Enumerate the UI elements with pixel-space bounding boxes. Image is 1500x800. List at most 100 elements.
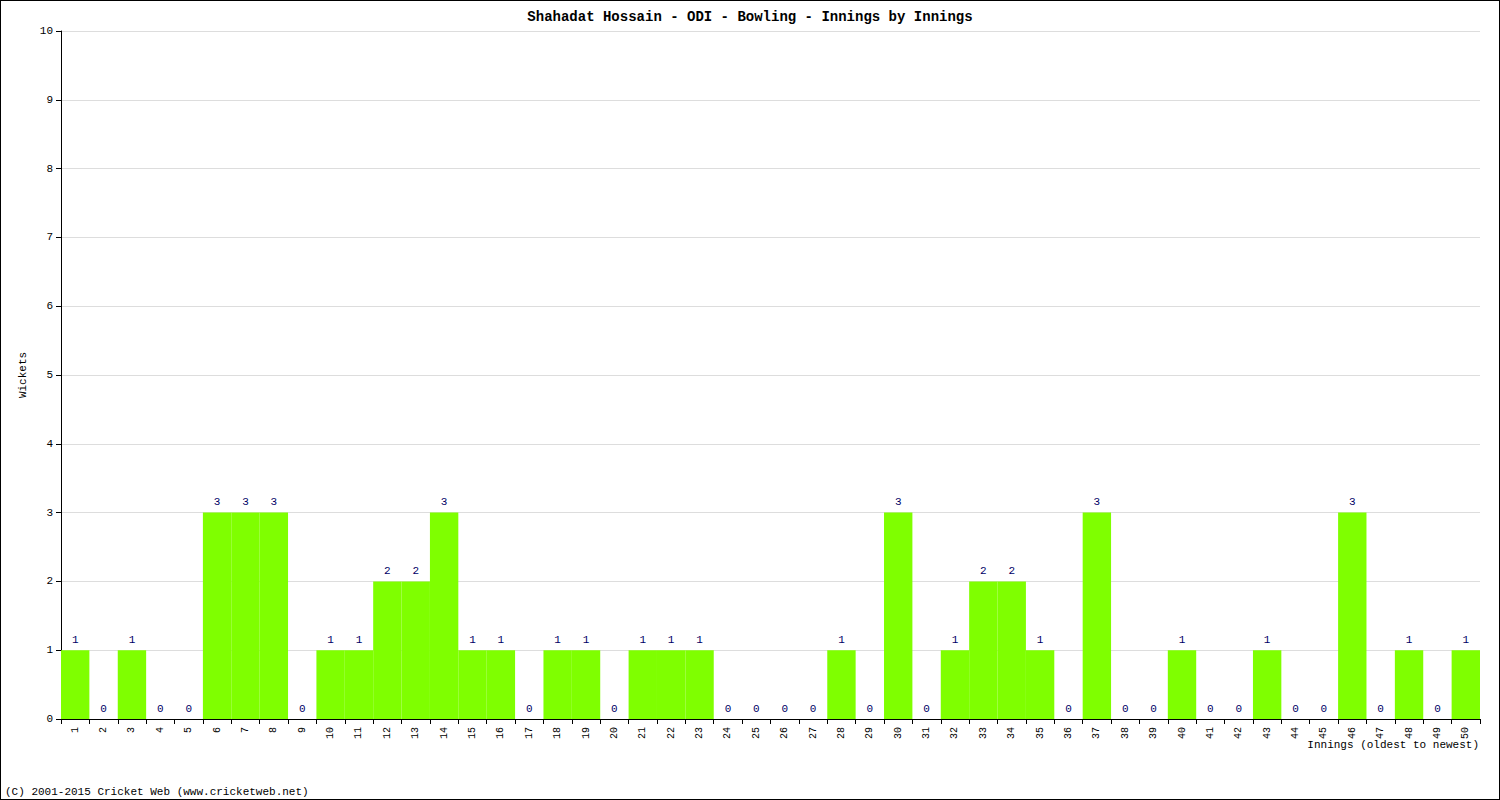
svg-text:1: 1	[356, 634, 363, 646]
svg-text:0: 0	[867, 703, 874, 715]
svg-text:15: 15	[467, 727, 478, 739]
svg-text:25: 25	[751, 727, 762, 739]
svg-text:0: 0	[1065, 703, 1072, 715]
svg-text:13: 13	[410, 727, 421, 739]
svg-text:39: 39	[1148, 727, 1159, 739]
svg-text:21: 21	[637, 727, 648, 739]
svg-text:43: 43	[1262, 727, 1273, 739]
svg-text:22: 22	[666, 727, 677, 739]
svg-text:(C) 2001-2015 Cricket Web (www: (C) 2001-2015 Cricket Web (www.cricketwe…	[5, 786, 309, 798]
svg-text:26: 26	[779, 727, 790, 739]
svg-text:1: 1	[838, 634, 845, 646]
svg-text:6: 6	[212, 727, 223, 733]
svg-text:8: 8	[268, 727, 279, 733]
svg-text:0: 0	[1150, 703, 1157, 715]
svg-text:49: 49	[1432, 727, 1443, 739]
svg-text:50: 50	[1460, 727, 1471, 739]
svg-text:48: 48	[1404, 727, 1415, 739]
svg-text:28: 28	[836, 727, 847, 739]
svg-text:12: 12	[382, 727, 393, 739]
svg-text:5: 5	[46, 369, 53, 381]
svg-text:1: 1	[46, 644, 53, 656]
svg-text:0: 0	[157, 703, 164, 715]
svg-text:2: 2	[98, 727, 109, 733]
svg-text:2: 2	[1008, 565, 1015, 577]
svg-text:1: 1	[696, 634, 703, 646]
svg-text:7: 7	[46, 231, 53, 243]
svg-text:0: 0	[526, 703, 533, 715]
svg-text:33: 33	[978, 727, 989, 739]
svg-text:46: 46	[1347, 727, 1358, 739]
svg-text:3: 3	[242, 496, 249, 508]
svg-text:34: 34	[1006, 727, 1017, 739]
svg-text:3: 3	[441, 496, 448, 508]
svg-text:14: 14	[439, 727, 450, 739]
svg-text:3: 3	[1094, 496, 1101, 508]
svg-text:1: 1	[583, 634, 590, 646]
svg-text:41: 41	[1205, 727, 1216, 739]
svg-text:31: 31	[921, 727, 932, 739]
svg-text:1: 1	[129, 634, 136, 646]
svg-text:45: 45	[1318, 727, 1329, 739]
svg-text:3: 3	[1349, 496, 1356, 508]
svg-text:Shahadat Hossain - ODI - Bowli: Shahadat Hossain - ODI - Bowling - Innin…	[527, 9, 972, 25]
svg-text:19: 19	[581, 727, 592, 739]
svg-text:1: 1	[1463, 634, 1470, 646]
svg-text:0: 0	[299, 703, 306, 715]
svg-text:3: 3	[895, 496, 902, 508]
svg-text:10: 10	[40, 25, 53, 37]
svg-text:47: 47	[1375, 727, 1386, 739]
svg-text:44: 44	[1290, 727, 1301, 739]
svg-text:1: 1	[639, 634, 646, 646]
svg-text:1: 1	[1264, 634, 1271, 646]
svg-text:37: 37	[1091, 727, 1102, 739]
svg-text:4: 4	[46, 438, 53, 450]
svg-text:8: 8	[46, 163, 53, 175]
svg-text:1: 1	[1406, 634, 1413, 646]
svg-text:3: 3	[214, 496, 221, 508]
svg-text:1: 1	[1179, 634, 1186, 646]
svg-text:0: 0	[611, 703, 618, 715]
svg-text:0: 0	[1434, 703, 1441, 715]
svg-text:3: 3	[126, 727, 137, 733]
svg-text:Wickets: Wickets	[17, 352, 29, 398]
svg-text:0: 0	[100, 703, 107, 715]
svg-text:0: 0	[46, 713, 53, 725]
svg-text:0: 0	[1377, 703, 1384, 715]
svg-text:5: 5	[183, 727, 194, 733]
svg-text:1: 1	[952, 634, 959, 646]
svg-text:1: 1	[498, 634, 505, 646]
svg-text:0: 0	[753, 703, 760, 715]
svg-text:0: 0	[1292, 703, 1299, 715]
svg-text:9: 9	[46, 94, 53, 106]
svg-text:0: 0	[781, 703, 788, 715]
svg-text:0: 0	[1122, 703, 1129, 715]
svg-text:27: 27	[808, 727, 819, 739]
svg-text:40: 40	[1177, 727, 1188, 739]
svg-text:1: 1	[469, 634, 476, 646]
svg-text:1: 1	[327, 634, 334, 646]
svg-text:3: 3	[46, 507, 53, 519]
svg-text:29: 29	[864, 727, 875, 739]
svg-text:35: 35	[1035, 727, 1046, 739]
svg-text:0: 0	[1321, 703, 1328, 715]
svg-text:6: 6	[46, 300, 53, 312]
svg-text:36: 36	[1063, 727, 1074, 739]
svg-text:Innings (oldest to newest): Innings (oldest to newest)	[1307, 739, 1479, 751]
svg-text:1: 1	[72, 634, 79, 646]
svg-text:1: 1	[668, 634, 675, 646]
svg-text:2: 2	[980, 565, 987, 577]
svg-text:2: 2	[412, 565, 419, 577]
svg-text:4: 4	[155, 727, 166, 733]
svg-text:1: 1	[70, 727, 81, 733]
svg-text:23: 23	[694, 727, 705, 739]
svg-text:7: 7	[240, 727, 251, 733]
svg-text:38: 38	[1120, 727, 1131, 739]
svg-text:0: 0	[923, 703, 930, 715]
svg-text:0: 0	[1235, 703, 1242, 715]
svg-text:0: 0	[725, 703, 732, 715]
svg-text:2: 2	[46, 575, 53, 587]
svg-text:3: 3	[271, 496, 278, 508]
svg-text:1: 1	[554, 634, 561, 646]
svg-text:24: 24	[722, 727, 733, 739]
